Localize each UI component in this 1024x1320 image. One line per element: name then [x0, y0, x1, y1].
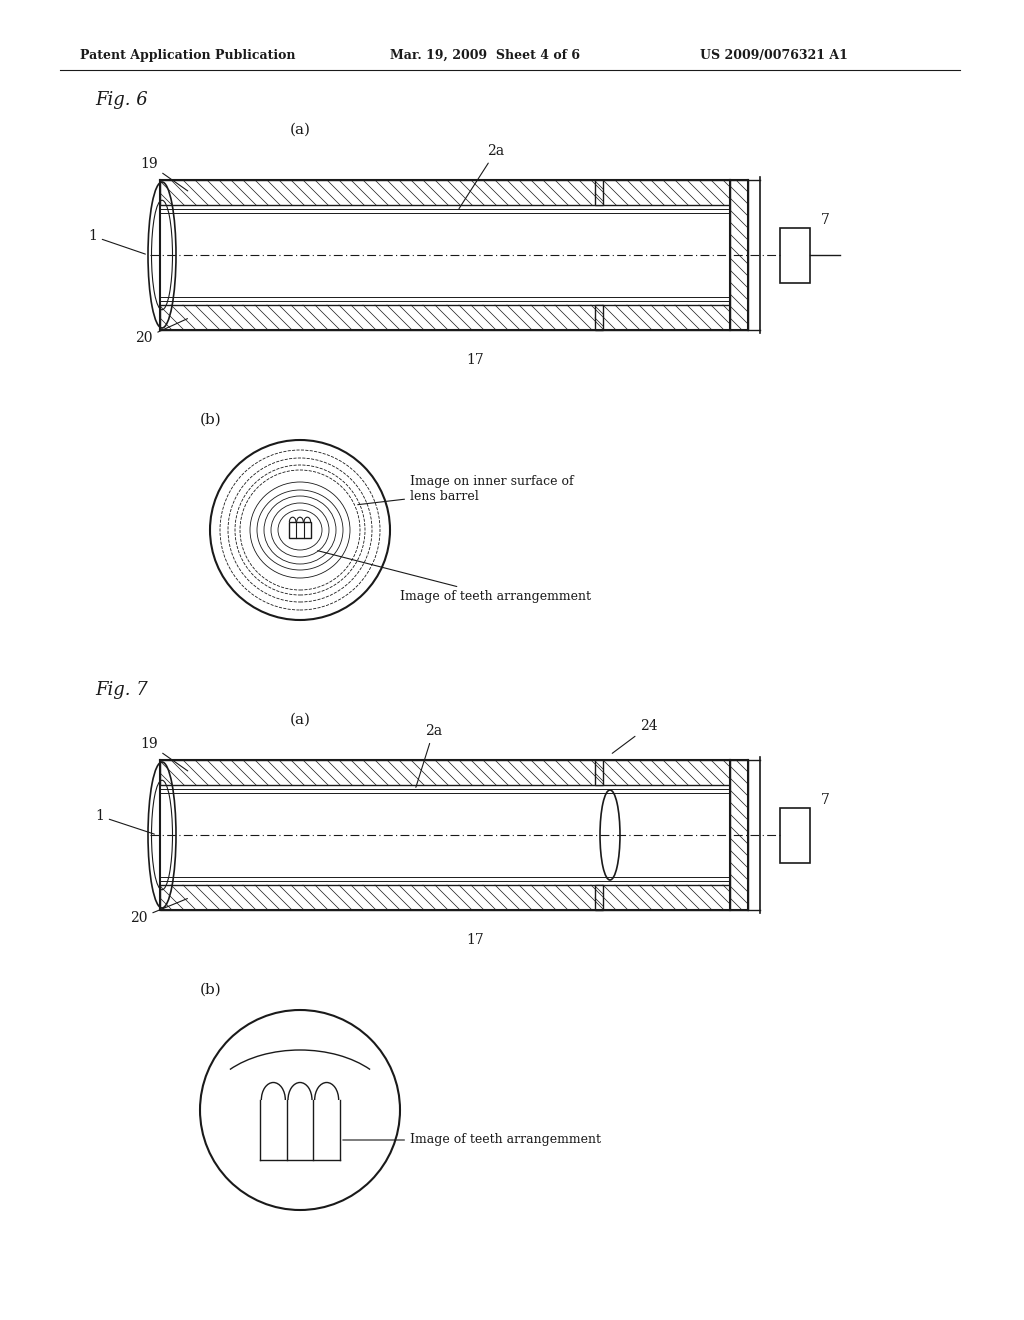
Text: 7: 7 [820, 213, 829, 227]
Text: 1: 1 [95, 809, 155, 834]
Text: (b): (b) [200, 413, 222, 426]
Circle shape [200, 1010, 400, 1210]
Text: 17: 17 [466, 352, 484, 367]
Text: 1: 1 [88, 228, 145, 255]
Text: Fig. 7: Fig. 7 [95, 681, 147, 700]
Circle shape [210, 440, 390, 620]
Text: 2a: 2a [459, 144, 505, 209]
Text: (a): (a) [290, 123, 311, 137]
Text: (b): (b) [200, 983, 222, 997]
Bar [289, 521, 311, 539]
Text: 24: 24 [612, 719, 657, 754]
Text: 20: 20 [130, 899, 187, 925]
Polygon shape [595, 305, 603, 330]
Text: Image of teeth arrangemment: Image of teeth arrangemment [343, 1134, 601, 1147]
Text: US 2009/0076321 A1: US 2009/0076321 A1 [700, 49, 848, 62]
Polygon shape [730, 760, 748, 909]
Bar [780, 227, 810, 282]
Polygon shape [160, 760, 730, 785]
Text: Fig. 6: Fig. 6 [95, 91, 147, 110]
Text: 19: 19 [140, 157, 187, 191]
Bar [780, 808, 810, 862]
Text: 2a: 2a [416, 723, 442, 787]
Polygon shape [160, 884, 730, 909]
Polygon shape [160, 180, 730, 205]
Polygon shape [595, 884, 603, 909]
Text: (a): (a) [290, 713, 311, 727]
Ellipse shape [600, 789, 620, 880]
Text: Patent Application Publication: Patent Application Publication [80, 49, 296, 62]
Text: Image of teeth arrangemment: Image of teeth arrangemment [317, 550, 591, 603]
Text: 20: 20 [135, 318, 187, 346]
Text: Mar. 19, 2009  Sheet 4 of 6: Mar. 19, 2009 Sheet 4 of 6 [390, 49, 580, 62]
Text: Image on inner surface of
lens barrel: Image on inner surface of lens barrel [357, 475, 573, 504]
Polygon shape [730, 180, 748, 330]
Polygon shape [595, 760, 603, 785]
Polygon shape [595, 180, 603, 205]
Text: 7: 7 [820, 792, 829, 807]
Polygon shape [160, 305, 730, 330]
Text: 17: 17 [466, 933, 484, 946]
Text: 19: 19 [140, 737, 187, 771]
